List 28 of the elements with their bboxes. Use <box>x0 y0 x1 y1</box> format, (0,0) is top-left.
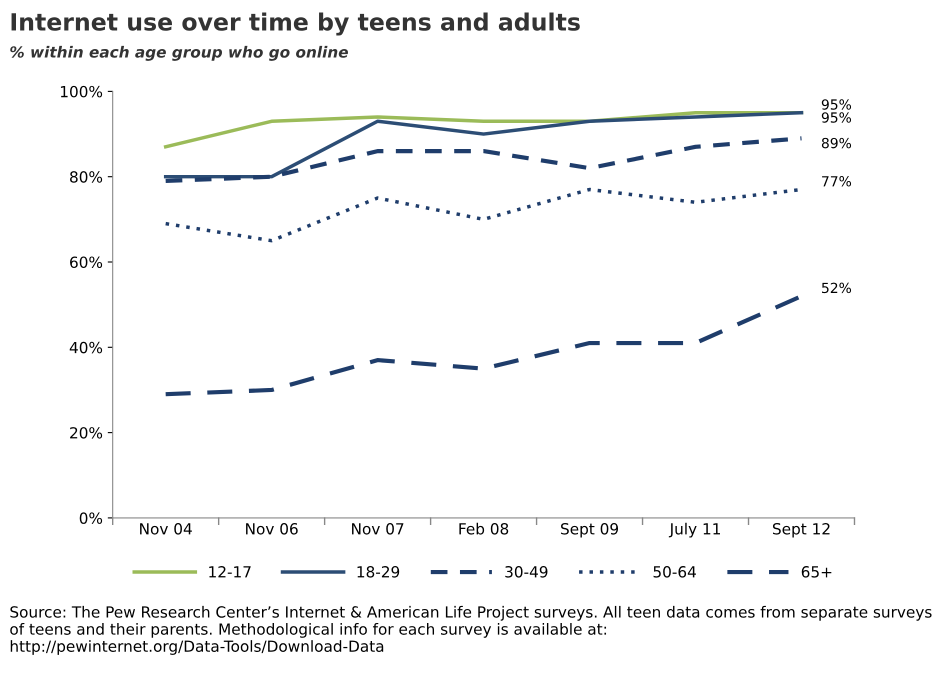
y-tick-label: 60% <box>70 256 102 268</box>
data-label: 52% <box>822 282 852 294</box>
legend-label: 50-64 <box>654 566 696 578</box>
data-label: 95% <box>822 112 852 123</box>
x-tick-label: Feb 08 <box>459 522 508 535</box>
data-label: 95% <box>822 99 852 110</box>
data-label: 89% <box>822 138 852 148</box>
legend-label: 18-29 <box>358 566 400 578</box>
y-tick-label: 40% <box>70 342 102 354</box>
source-note: Source: The Pew Research Center’s Internet & American Life Project surveys. All teen data comes from separate surveys of teens and their parents. Methodological info for each survey is available at: http://pewinternet.org/Data-Tools/Download-Data <box>10 606 932 655</box>
legend-label: 12-17 <box>209 566 251 578</box>
data-label: 77% <box>822 176 852 187</box>
x-tick-label: July 11 <box>668 522 720 538</box>
y-tick-label: 100% <box>60 86 102 98</box>
line-series <box>164 136 804 184</box>
y-tick-label: 80% <box>70 171 102 183</box>
legend-label: 30-49 <box>505 566 548 578</box>
line-series <box>164 110 804 178</box>
y-tick-label: 0% <box>80 512 102 524</box>
chart-subtitle: % within each age group who go online <box>10 46 348 61</box>
x-tick-label: Nov 06 <box>246 523 298 535</box>
x-tick-label: Sept 09 <box>561 523 618 538</box>
chart-title: Internet use over time by teens and adults <box>12 12 580 36</box>
x-tick-label: Sept 12 <box>772 523 830 538</box>
legend-label: 65+ <box>802 566 832 578</box>
x-tick-label: Nov 07 <box>352 523 404 535</box>
y-tick-label: 20% <box>70 427 102 439</box>
x-tick-label: Nov 04 <box>140 523 192 535</box>
